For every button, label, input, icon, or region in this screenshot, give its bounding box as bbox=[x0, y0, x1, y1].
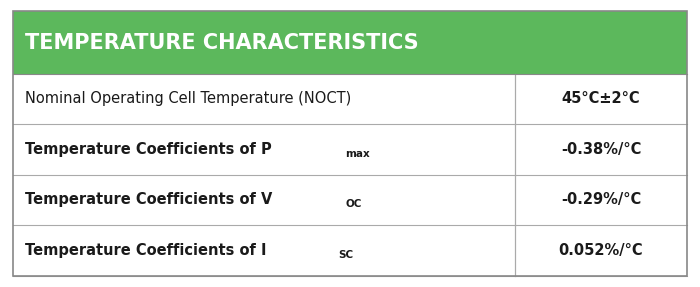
Text: OC: OC bbox=[346, 199, 362, 209]
Text: 0.052%/°C: 0.052%/°C bbox=[559, 243, 643, 258]
Text: Temperature Coefficients of P: Temperature Coefficients of P bbox=[25, 142, 272, 157]
Bar bbox=[13, 11, 687, 73]
Text: -0.38%/°C: -0.38%/°C bbox=[561, 142, 641, 157]
Bar bbox=[13, 73, 687, 124]
Text: TEMPERATURE CHARACTERISTICS: TEMPERATURE CHARACTERISTICS bbox=[25, 32, 419, 53]
Text: Nominal Operating Cell Temperature (NOCT): Nominal Operating Cell Temperature (NOCT… bbox=[25, 91, 351, 106]
Text: 45°C±2°C: 45°C±2°C bbox=[561, 91, 640, 106]
Bar bbox=[13, 174, 687, 225]
Text: Temperature Coefficients of V: Temperature Coefficients of V bbox=[25, 192, 272, 207]
Text: SC: SC bbox=[338, 250, 354, 260]
Bar bbox=[13, 225, 687, 276]
Text: max: max bbox=[345, 149, 370, 159]
Text: -0.29%/°C: -0.29%/°C bbox=[561, 192, 641, 207]
Bar bbox=[13, 124, 687, 174]
Text: Temperature Coefficients of I: Temperature Coefficients of I bbox=[25, 243, 267, 258]
